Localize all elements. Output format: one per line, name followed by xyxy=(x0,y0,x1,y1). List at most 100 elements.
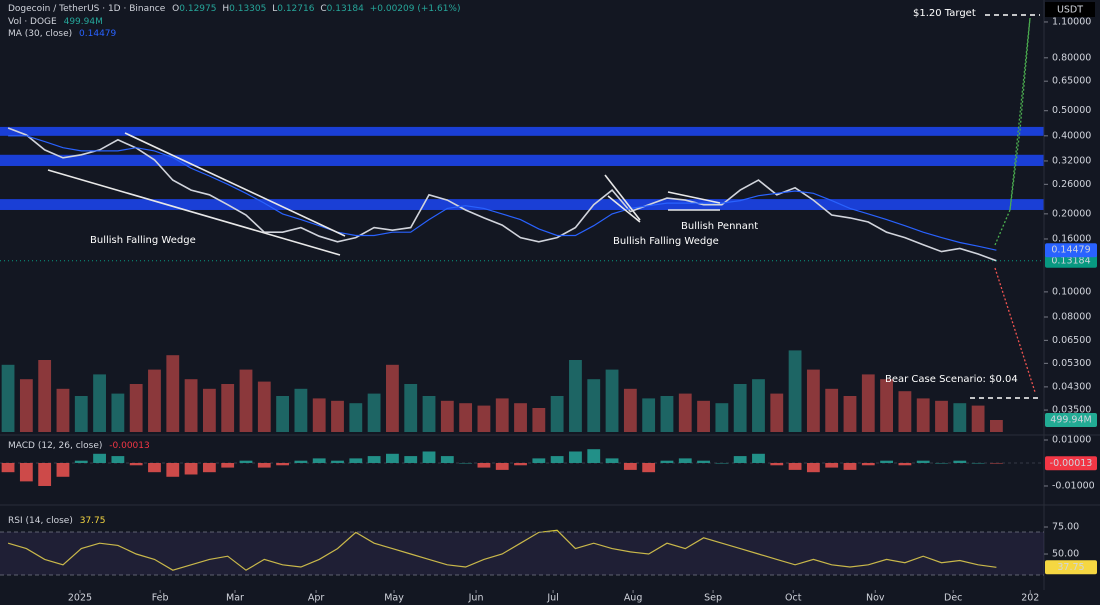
symbol-title: Dogecoin / TetherUS · 1D · Binance xyxy=(8,4,166,14)
y-tick-label: 0.80000 xyxy=(1052,52,1091,63)
bar xyxy=(477,405,491,432)
bar xyxy=(459,403,473,432)
x-tick-label: May xyxy=(384,593,404,604)
bar xyxy=(623,462,637,470)
change: +0.00209 (+1.61%) xyxy=(370,4,461,14)
bar xyxy=(239,460,253,463)
symbol-header: Dogecoin / TetherUS · 1D · Binance O 0.12… xyxy=(8,4,461,14)
bar xyxy=(532,408,546,432)
bar xyxy=(806,462,820,473)
bar xyxy=(440,456,454,463)
bar xyxy=(422,396,436,432)
bar xyxy=(312,458,326,463)
y-tick-label: 0.08000 xyxy=(1052,311,1091,322)
wedge-line xyxy=(124,132,346,237)
y-tick-label: 1.10000 xyxy=(1052,16,1091,27)
legend-name: Vol · DOGE xyxy=(8,17,57,27)
y-tick-label: 0.65000 xyxy=(1052,76,1091,87)
bar xyxy=(587,449,601,463)
bar xyxy=(971,462,985,464)
bar xyxy=(221,462,235,468)
legend-value: -0.00013 xyxy=(109,441,149,451)
bar xyxy=(148,462,161,473)
bar xyxy=(93,453,106,463)
bar xyxy=(202,462,216,473)
bar xyxy=(587,379,601,432)
bar xyxy=(276,462,290,466)
x-tick-label: 202 xyxy=(1021,593,1039,604)
wedge-line xyxy=(47,169,341,256)
y-tick-label: 0.04300 xyxy=(1052,381,1091,392)
bar xyxy=(202,388,216,432)
bar xyxy=(495,398,509,432)
bar xyxy=(184,462,198,475)
currency: USDT xyxy=(1057,5,1083,16)
legend-value: 0.14479 xyxy=(79,29,116,39)
price-tag xyxy=(1045,560,1097,575)
bar xyxy=(514,403,527,432)
bar xyxy=(93,374,106,432)
bar xyxy=(349,403,363,432)
bar xyxy=(916,398,930,432)
bar xyxy=(19,462,33,482)
bar xyxy=(825,388,839,432)
bar xyxy=(257,462,271,468)
bar xyxy=(916,460,930,463)
bar xyxy=(752,379,765,432)
bear-projection xyxy=(994,267,1036,393)
y-tick-label: 0.40000 xyxy=(1052,130,1091,141)
bar xyxy=(514,462,527,466)
legend-value: 37.75 xyxy=(80,516,106,526)
wedge-line xyxy=(604,174,641,221)
line xyxy=(8,135,997,251)
bar xyxy=(660,460,674,463)
zone xyxy=(0,199,1044,210)
bar xyxy=(495,462,509,470)
annotation: $1.20 Target xyxy=(913,8,976,19)
bar xyxy=(990,462,1003,464)
rsi-legend: RSI (14, close) 37.75 xyxy=(8,516,106,526)
y-tick-label: 0.50000 xyxy=(1052,105,1091,116)
x-tick-label: Aug xyxy=(624,593,643,604)
bar xyxy=(843,462,857,470)
bar xyxy=(129,462,143,466)
zone xyxy=(0,126,1044,136)
x-tick-label: Nov xyxy=(866,593,885,604)
bar xyxy=(697,400,710,432)
x-tick-label: Jul xyxy=(546,593,558,604)
price-tag-label: 499.94M xyxy=(1050,415,1091,426)
bar xyxy=(19,379,33,432)
bar xyxy=(184,379,198,432)
bar xyxy=(642,462,656,473)
bar xyxy=(331,400,344,432)
ohlc-letter: C xyxy=(320,4,326,14)
bar xyxy=(861,462,875,466)
ohlc-value: 0.12716 xyxy=(277,4,314,14)
bar xyxy=(1,462,15,473)
bar xyxy=(166,355,180,432)
bar xyxy=(605,458,619,463)
bar xyxy=(569,451,582,463)
y-tick-label: 0.01000 xyxy=(1052,434,1091,445)
bar xyxy=(550,456,564,463)
bar xyxy=(678,458,692,463)
bar xyxy=(404,456,418,463)
zone xyxy=(0,154,1044,166)
y-tick-label: 0.26000 xyxy=(1052,179,1091,190)
bar xyxy=(697,460,710,463)
bar xyxy=(715,403,729,432)
line xyxy=(7,529,997,571)
bar xyxy=(166,462,180,477)
bull-projection xyxy=(994,17,1031,246)
ohlc-letter: O xyxy=(172,4,179,14)
bar xyxy=(404,384,418,432)
macd-legend: MACD (12, 26, close) -0.00013 xyxy=(8,441,150,451)
annotation: Bear Case Scenario: $0.04 xyxy=(885,374,1018,385)
bar xyxy=(678,393,692,432)
bar xyxy=(294,460,308,463)
bar xyxy=(331,460,344,463)
bar xyxy=(642,398,656,432)
annotation: Bullish Falling Wedge xyxy=(613,236,719,247)
x-tick-label: Apr xyxy=(308,593,325,604)
